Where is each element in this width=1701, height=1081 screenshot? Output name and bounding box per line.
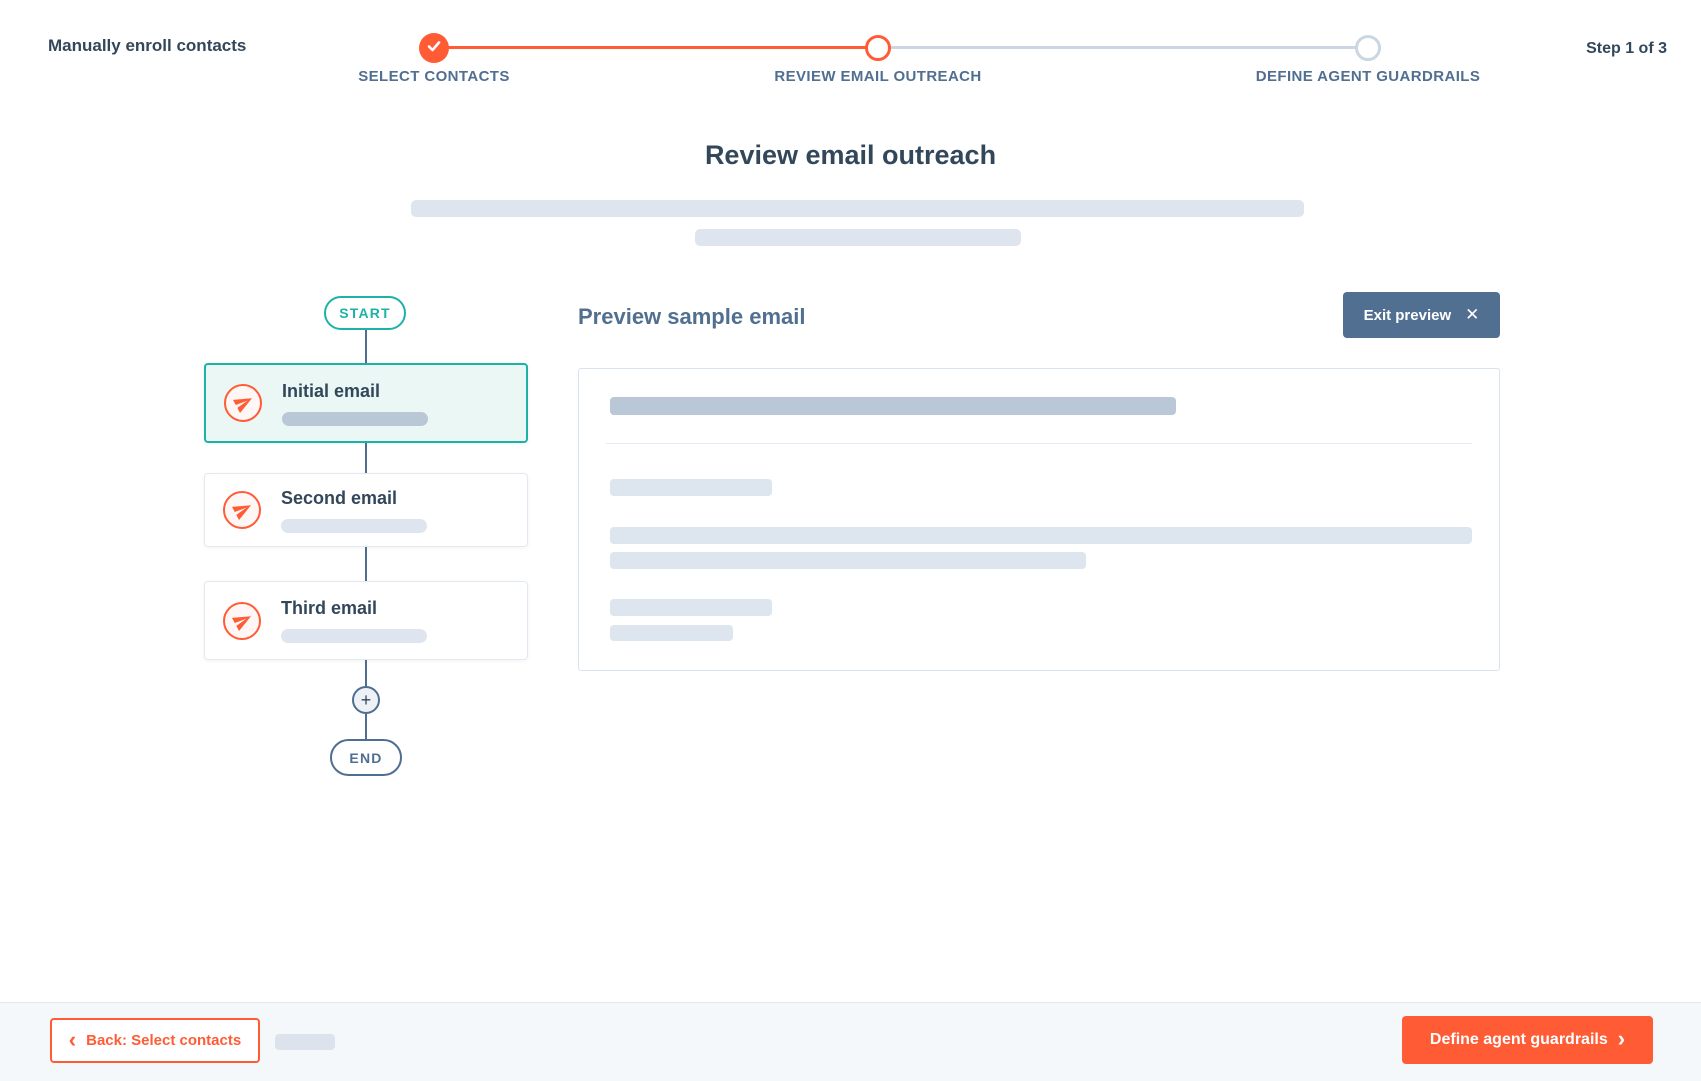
skeleton-email-body-line-2 [610,552,1086,569]
back-button-label: Back: Select contacts [86,1032,242,1049]
send-icon [224,384,262,422]
next-button-label: Define agent guardrails [1429,1031,1608,1048]
step-indicator: Step 1 of 3 [1586,40,1667,57]
start-label: START [339,305,391,321]
workflow-node-second-email[interactable]: Second email [204,473,528,547]
node-title: Second email [281,487,398,508]
close-icon: ✕ [1465,305,1480,324]
workflow-end-node: END [330,739,402,776]
add-step-button[interactable]: + [352,686,380,714]
exit-preview-label: Exit preview [1363,306,1452,324]
node-title: Initial email [282,380,381,401]
chevron-left-icon: ‹ [68,1026,77,1052]
skeleton-description-line-2 [695,229,1021,246]
email-preview-card [578,368,1500,671]
workflow-start-node: START [324,296,406,330]
step-circle-review-email-outreach[interactable] [865,35,891,61]
chevron-right-icon: › [1617,1026,1626,1051]
workflow-node-initial-email[interactable]: Initial email [204,363,528,443]
skeleton-node-subtitle [282,411,428,426]
footer-action-bar: ‹ Back: Select contacts Define agent gua… [0,1002,1701,1081]
page-title: Review email outreach [704,140,997,170]
check-icon [426,38,442,59]
skeleton-footer-placeholder [275,1034,335,1050]
preview-panel-title: Preview sample email [578,304,806,329]
stepper-connector-completed [434,46,878,49]
step-label-define-agent-guardrails: DEFINE AGENT GUARDRAILS [1255,68,1481,85]
exit-preview-button[interactable]: Exit preview ✕ [1343,292,1500,338]
preview-divider [606,443,1472,444]
skeleton-email-greeting [610,479,772,496]
send-icon [223,601,261,640]
stepper-connector-upcoming [878,46,1368,49]
skeleton-description-line-1 [411,200,1304,217]
step-circle-define-agent-guardrails[interactable] [1355,35,1381,61]
step-label-select-contacts: SELECT CONTACTS [358,68,510,85]
skeleton-email-signoff-line-1 [610,599,772,616]
define-agent-guardrails-button[interactable]: Define agent guardrails › [1402,1016,1653,1064]
skeleton-email-signoff-line-2 [610,625,733,641]
send-icon [223,491,261,529]
step-label-review-email-outreach: REVIEW EMAIL OUTREACH [774,68,982,85]
skeleton-email-body-line-1 [610,527,1472,544]
back-select-contacts-button[interactable]: ‹ Back: Select contacts [50,1018,260,1063]
node-title: Third email [281,598,378,618]
plus-icon: + [360,690,372,710]
skeleton-node-subtitle [281,629,427,643]
skeleton-email-subject [610,397,1176,415]
page-context-title: Manually enroll contacts [48,36,247,55]
skeleton-node-subtitle [281,518,427,533]
workflow-node-third-email[interactable]: Third email [204,581,528,660]
step-circle-select-contacts[interactable] [419,33,449,63]
end-label: END [349,749,383,766]
